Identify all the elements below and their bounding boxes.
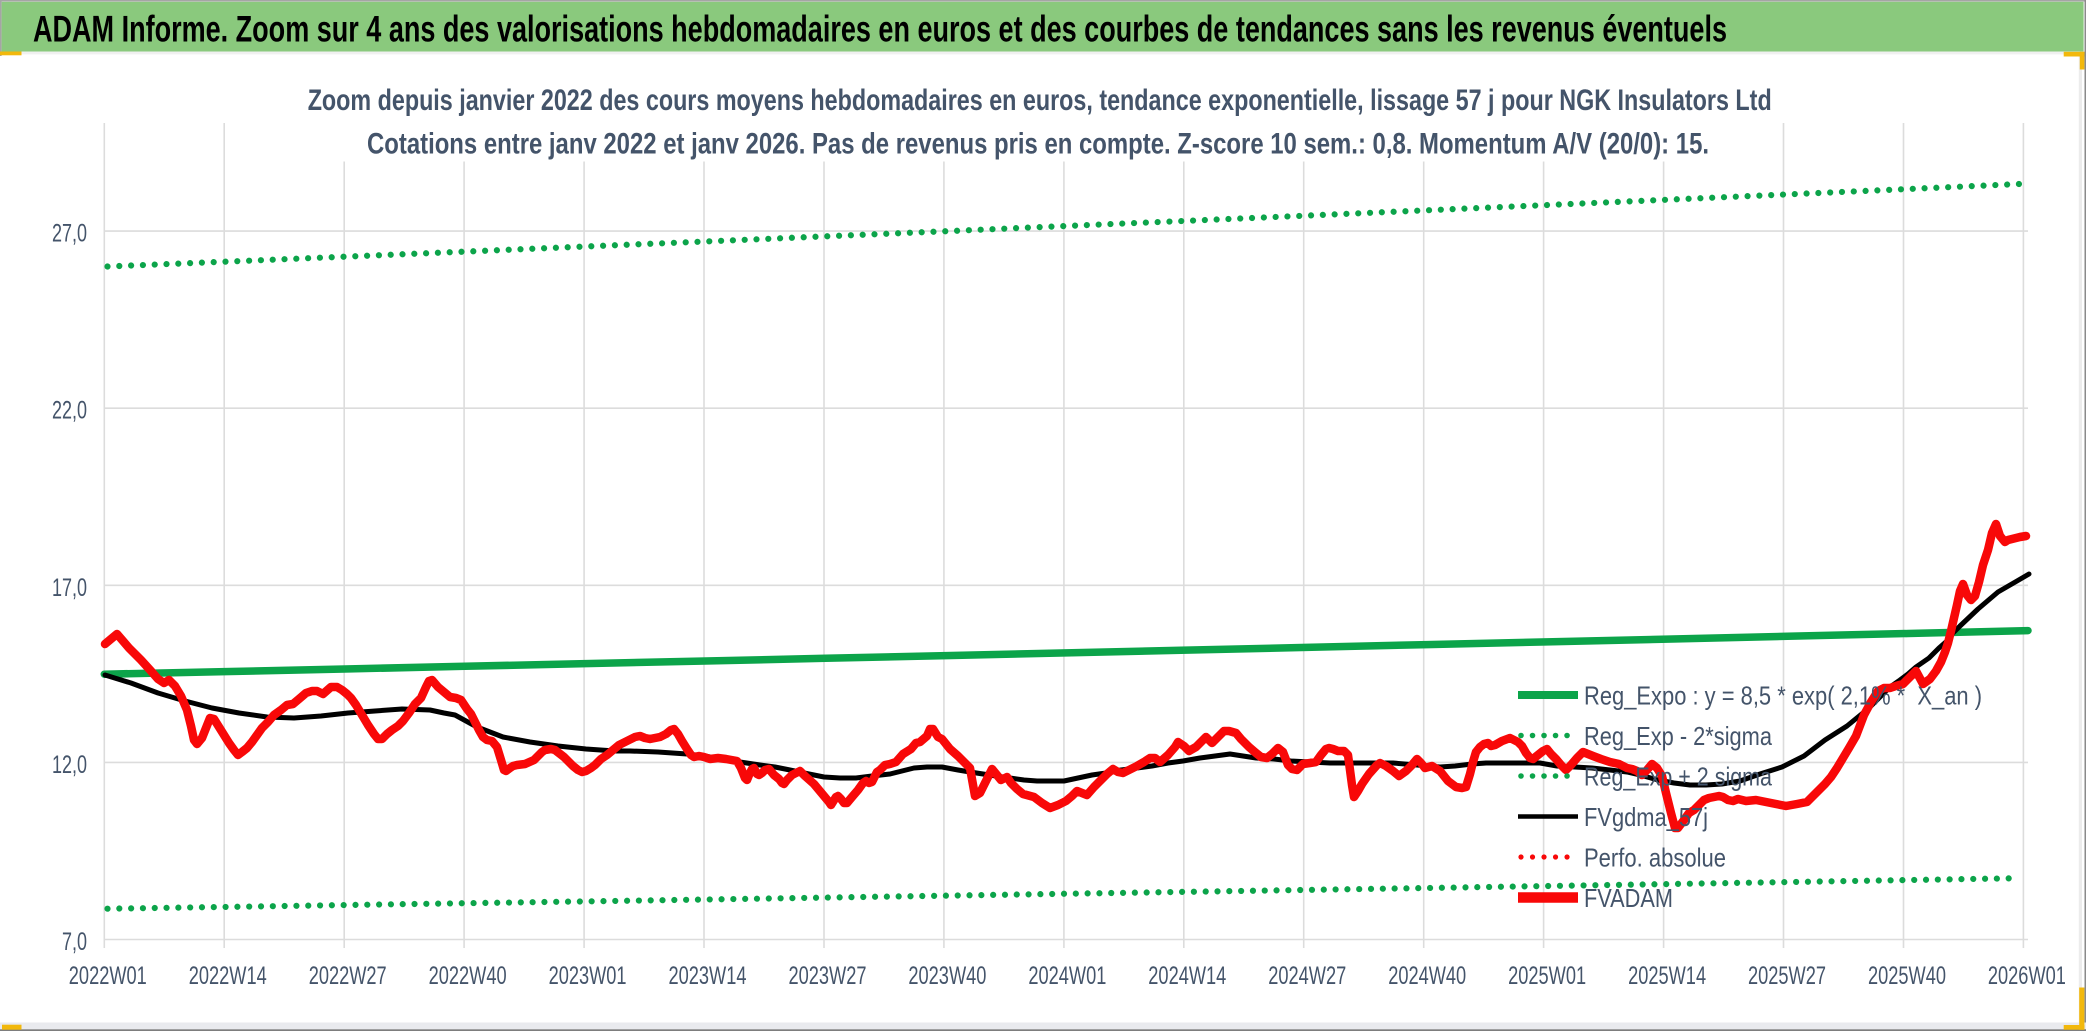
svg-text:Reg_Expo : y = 8,5 * exp( 2,1%: Reg_Expo : y = 8,5 * exp( 2,1% * X_an ) [1584,681,1982,711]
svg-text:FVgdma_57j: FVgdma_57j [1584,802,1708,832]
svg-text:7,0: 7,0 [62,928,87,956]
svg-text:2025W27: 2025W27 [1748,962,1826,990]
svg-text:Reg_Exp - 2*sigma: Reg_Exp - 2*sigma [1584,721,1772,751]
svg-text:2024W27: 2024W27 [1268,962,1346,990]
svg-text:12,0: 12,0 [52,751,87,779]
svg-text:Cotations entre janv 2022 et j: Cotations entre janv 2022 et janv 2026. … [367,128,1709,161]
svg-text:Perfo. absolue: Perfo. absolue [1584,843,1726,873]
svg-text:2024W01: 2024W01 [1028,962,1106,990]
svg-text:2022W40: 2022W40 [429,962,507,990]
svg-text:2024W14: 2024W14 [1148,962,1226,990]
svg-text:2025W01: 2025W01 [1508,962,1586,990]
svg-text:2023W40: 2023W40 [908,962,986,990]
svg-text:2022W01: 2022W01 [69,962,147,990]
svg-text:Zoom depuis janvier 2022 des c: Zoom depuis janvier 2022 des cours moyen… [308,84,1772,117]
svg-text:17,0: 17,0 [52,574,87,602]
svg-text:2023W27: 2023W27 [788,962,866,990]
svg-text:2023W01: 2023W01 [549,962,627,990]
svg-text:22,0: 22,0 [52,397,87,425]
svg-text:2025W14: 2025W14 [1628,962,1706,990]
svg-text:2026W01: 2026W01 [1988,962,2066,990]
svg-text:27,0: 27,0 [52,220,87,248]
svg-text:2022W14: 2022W14 [189,962,267,990]
svg-text:2022W27: 2022W27 [309,962,387,990]
svg-text:2023W14: 2023W14 [669,962,747,990]
svg-text:FVADAM: FVADAM [1584,883,1673,913]
svg-text:ADAM Informe. Zoom sur 4 ans d: ADAM Informe. Zoom sur 4 ans des valoris… [33,9,1727,50]
svg-text:2025W40: 2025W40 [1868,962,1946,990]
svg-text:2024W40: 2024W40 [1388,962,1466,990]
svg-text:Reg_Exp + 2 sigma: Reg_Exp + 2 sigma [1584,762,1772,792]
